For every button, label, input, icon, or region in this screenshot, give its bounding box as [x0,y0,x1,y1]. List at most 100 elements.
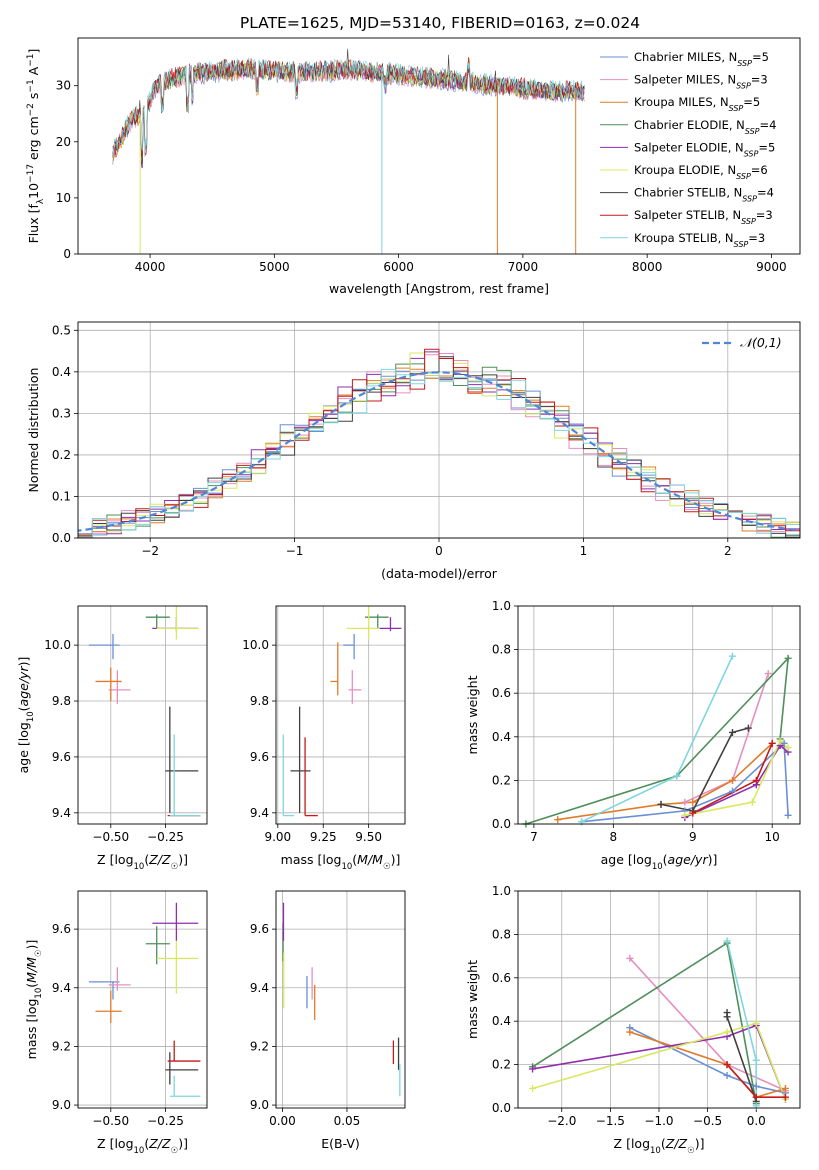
legend-label-sub: SSP [744,149,759,158]
x-tick-label: −0.50 [92,1114,129,1128]
weight-marker [752,1019,760,1027]
plot-area [112,48,585,254]
x-tick-label: −1.5 [596,1114,625,1128]
label-part: −1 [26,54,36,67]
label-part: ( [24,983,39,988]
weight-marker [781,1093,789,1101]
label-part: ☉ [34,949,44,957]
weight-marker [752,1082,760,1090]
label-part: )] [16,657,31,667]
label-part: )] [24,940,39,950]
y-tick-label: 0.2 [492,773,511,787]
legend-label-sub: SSP [745,126,760,135]
x-tick-label: −0.25 [147,830,184,844]
label-part: 10 [134,862,145,872]
y-tick-label: 9.4 [250,981,269,995]
y-tick-label: 0.8 [492,927,511,941]
y-tick-label: 0.2 [52,448,71,462]
x-tick-label: 7 [530,830,538,844]
y-tick-label: 0.8 [492,643,511,657]
weight-marker [752,1093,760,1101]
y-axis-label: Flux [fλ10−17 erg cm−2 s−1 A−1] [26,49,46,244]
x-axis-label: wavelength [Angstrom, rest frame] [329,281,549,296]
x-tick-label: 0.05 [334,1114,361,1128]
label-part: A [26,66,41,79]
spectrum-panel: 4000 5000 6000 7000 8000 9000 0 10 20 30 wavelengt… [26,37,801,296]
y-tick-label: 9.6 [250,922,269,936]
legend-label-sub: SSP [736,81,751,90]
label-part: ☉ [687,1146,695,1156]
weight-marker [529,1065,537,1073]
y-tick-label: 9.6 [250,750,269,764]
x-tick-label: −0.5 [693,1114,722,1128]
label-part: Z [log [97,1136,133,1151]
weight-marker [784,744,792,752]
x-tick-label: 8 [610,830,618,844]
label-part: 10 [652,862,663,872]
weight-marker [681,798,689,806]
x-tick-label: 0.00 [269,1114,296,1128]
legend-label-count: =3 [756,208,773,222]
y-tick-label: 9.0 [250,1098,269,1112]
y-axis-label: age [log10(age/yr)] [16,657,36,774]
y-tick-label: 9.6 [52,922,71,936]
legend-label: 𝒩(0,1) [740,335,782,350]
legend-label-name: Salpeter STELIB, N [634,208,741,222]
y-tick-label: 0.4 [492,1014,511,1028]
y-tick-label: 10 [56,191,71,205]
y-tick-label: 20 [56,135,71,149]
weight-marker [723,937,731,945]
plot-area [88,606,201,817]
weight-marker [768,739,776,747]
legend-label-count: =4 [760,118,777,132]
label-part: Z [log [614,1136,650,1151]
y-tick-label: 0.2 [492,1058,511,1072]
mass-vs-ebv-panel: 0.00 0.05 9.0 9.2 9.4 9.6 E(B-V) [250,890,406,1151]
x-axis-label: Z [log10(Z/Z☉)] [97,1136,188,1156]
x-tick-label: 0.0 [747,1114,766,1128]
legend-label-name: Chabrier ELODIE, N [634,118,745,132]
x-tick-label: 1 [580,544,588,558]
y-tick-label: 9.4 [250,806,269,820]
spectrum-line [112,48,585,165]
legend-label-count: =5 [752,50,769,64]
y-tick-label: 1.0 [492,599,511,613]
x-tick-label: 10 [765,830,780,844]
y-tick-label: 0.6 [492,971,511,985]
weight-line [660,727,749,812]
legend-label-name: Chabrier STELIB, N [634,186,742,200]
legend-label-name: Chabrier MILES, N [634,50,737,64]
y-tick-label: 0 [63,247,71,261]
axes-frame [77,605,208,825]
label-part: 10 [650,1146,661,1156]
plot-area [282,902,401,1097]
label-part: ] [26,49,41,54]
y-tick-label: 9.4 [52,981,71,995]
x-axis-label: age [log10(age/yr)] [601,852,718,872]
residuals-panel: −2 −1 0 1 2 0.0 0.1 0.2 0.3 0.4 0.5 𝒩(0,1) (data-mod… [26,321,801,581]
weight-marker [673,772,681,780]
x-tick-label: 9.00 [264,830,291,844]
weight-marker [657,800,665,808]
legend-label: Salpeter STELIB, NSSP=3 [634,208,773,226]
axes-frame [517,890,801,1109]
label-part: M/M [357,852,383,867]
axes-frame [275,605,406,825]
label-part: ( [663,852,668,867]
figure-title: PLATE=1625, MJD=53140, FIBERID=0163, z=0… [240,14,640,32]
y-tick-label: 9.4 [52,806,71,820]
weight-marker [723,1061,731,1069]
legend-label-count: =6 [751,163,768,177]
legend-label: Chabrier STELIB, NSSP=4 [634,186,774,204]
label-part: Z/Z [148,1136,171,1151]
weight-marker [780,739,788,747]
legend-label-count: =3 [748,231,765,245]
weight-marker [748,798,756,806]
y-axis-label: Normed distribution [26,368,41,493]
label-part: erg cm [26,116,41,164]
legend-label-name: Kroupa MILES, N [634,95,729,109]
label-part: age [log [16,722,31,773]
label-part: age/yr [16,666,31,707]
legend-label-sub: SSP [737,59,752,68]
